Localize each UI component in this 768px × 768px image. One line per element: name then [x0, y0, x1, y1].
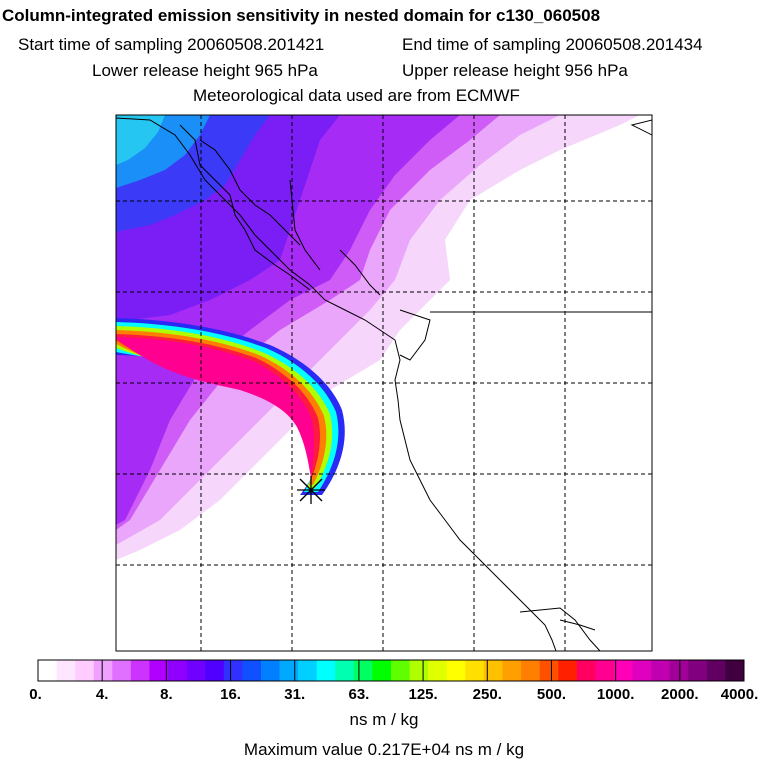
colorbar-swatch	[316, 660, 336, 681]
colorbar-tick-label: 16.	[220, 686, 241, 703]
colorbar-swatch	[353, 660, 373, 681]
lower-release-label: Lower release height 965 hPa	[92, 61, 318, 80]
colorbar-swatch	[38, 660, 57, 681]
colorbar-swatch	[130, 660, 150, 681]
colorbar-swatch	[409, 660, 429, 681]
colorbar-tick-label: 31.	[284, 686, 306, 703]
colorbar-tick-label: 0.	[29, 686, 42, 703]
plot-title: Column-integrated emission sensitivity i…	[2, 6, 601, 25]
colorbar-swatch	[335, 660, 355, 681]
colorbar-swatch	[168, 660, 187, 681]
colorbar-swatch	[669, 660, 689, 681]
colorbar-swatch	[558, 660, 578, 681]
colorbar-swatch	[112, 660, 132, 681]
colorbar-tick-label: 4000.	[720, 686, 759, 703]
upper-release-label: Upper release height 956 hPa	[402, 61, 628, 80]
colorbar-swatch	[725, 660, 745, 681]
colorbar-tick-label: 125.	[408, 686, 438, 703]
colorbar-swatch	[483, 660, 503, 681]
maximum-value-label: Maximum value 0.217E+04 ns m / kg	[243, 740, 525, 759]
colorbar-tick-label: 1000.	[596, 686, 635, 703]
colorbar-swatch	[651, 660, 670, 681]
colorbar-swatch	[75, 660, 95, 681]
colorbar-swatch	[205, 660, 225, 681]
colorbar-swatch	[502, 660, 522, 681]
colorbar-swatch	[391, 660, 410, 681]
colorbar-swatch	[428, 660, 448, 681]
met-data-label: Meteorological data used are from ECMWF	[193, 86, 520, 105]
colorbar-swatch	[298, 660, 317, 681]
map-frame	[115, 114, 653, 652]
colorbar-swatch	[539, 660, 559, 681]
coastline	[116, 117, 652, 651]
colorbar-swatch	[149, 660, 169, 681]
units-label: ns m / kg	[349, 710, 419, 729]
colorbar-tick-label: 2000.	[661, 686, 699, 703]
colorbar-swatch	[372, 660, 392, 681]
colorbar-swatch	[632, 660, 652, 681]
lat-lon-grid	[116, 115, 652, 651]
end-time-label: End time of sampling 20060508.201434	[402, 35, 703, 54]
colorbar-swatch	[186, 660, 206, 681]
start-time-label: Start time of sampling 20060508.201421	[18, 35, 325, 54]
colorbar-tick-label: 4.	[95, 686, 109, 703]
colorbar-swatch	[576, 660, 596, 681]
colorbar-swatch	[613, 660, 633, 681]
colorbar-tick-label: 500.	[536, 686, 567, 703]
map-field	[116, 115, 652, 651]
colorbar-swatch	[706, 660, 726, 681]
colorbar-tick-label: 8.	[160, 686, 173, 703]
colorbar-swatch	[56, 660, 76, 681]
colorbar-swatch	[260, 660, 280, 681]
colorbar-swatch	[446, 660, 466, 681]
colorbar	[37, 659, 745, 682]
colorbar-swatch	[688, 660, 708, 681]
colorbar-swatch	[242, 660, 262, 681]
colorbar-swatch	[595, 660, 615, 681]
colorbar-swatch	[521, 660, 540, 681]
colorbar-swatch	[93, 660, 113, 681]
colorbar-tick-label: 250.	[472, 686, 502, 703]
colorbar-swatch	[465, 660, 485, 681]
release-point-star	[297, 476, 325, 504]
colorbar-tick-label: 63.	[348, 686, 370, 703]
colorbar-swatch	[279, 660, 299, 681]
colorbar-swatch	[223, 660, 243, 681]
colorbar-frame	[37, 659, 745, 682]
